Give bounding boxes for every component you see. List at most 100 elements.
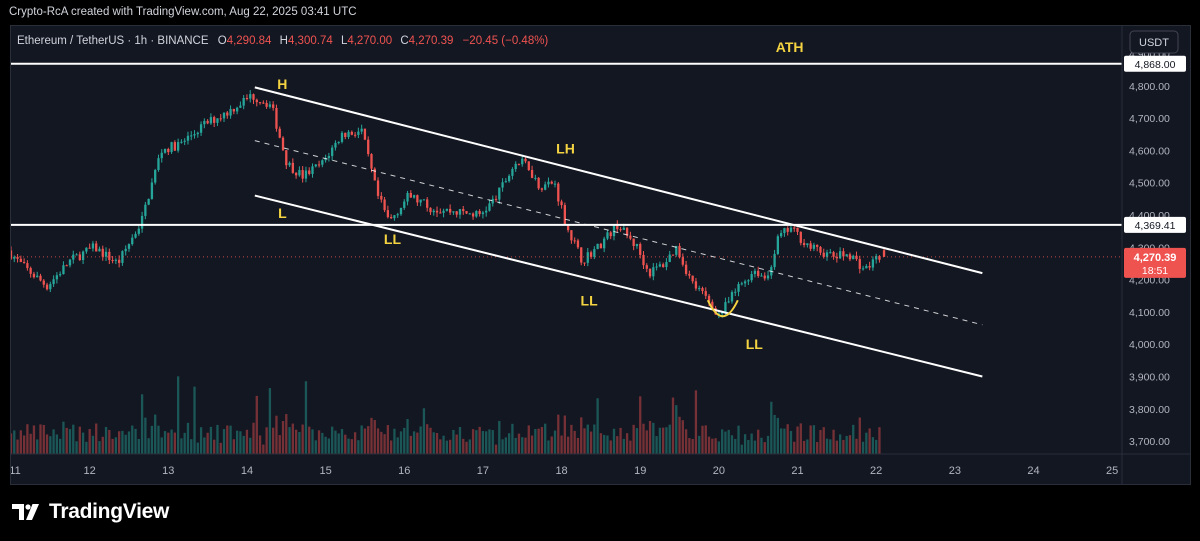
candle-body xyxy=(737,284,740,292)
volume-bar xyxy=(737,425,740,454)
candle-body xyxy=(11,250,13,259)
volume-bar xyxy=(779,428,783,454)
candle-body xyxy=(763,275,766,279)
annotation-label: L xyxy=(278,205,287,221)
volume-bar xyxy=(825,438,829,454)
candle-body xyxy=(288,162,291,166)
volume-bar xyxy=(711,438,714,454)
candle-body xyxy=(98,248,101,252)
volume-bar xyxy=(75,441,78,454)
volume-bar xyxy=(471,429,475,454)
volume-bar xyxy=(291,423,294,454)
time-axis[interactable]: 11 12 13 14 15 16 17 18 19 20 21 22 23 24 25 xyxy=(11,465,1118,477)
volume-bar xyxy=(390,440,393,454)
volume-bar xyxy=(308,426,311,454)
candle-body xyxy=(111,260,114,262)
candle-body xyxy=(265,102,268,107)
volume-bar xyxy=(422,408,426,454)
candle-body xyxy=(183,140,186,142)
volume-bar xyxy=(183,432,186,454)
candle-body xyxy=(409,192,412,198)
candle-body xyxy=(337,141,340,143)
candle-body xyxy=(199,124,203,133)
candle-body xyxy=(576,240,580,248)
candle-body xyxy=(662,264,665,268)
volume-bar xyxy=(691,438,694,454)
candle-body xyxy=(462,209,465,212)
volume-bar xyxy=(239,431,242,454)
candle-body xyxy=(331,147,334,157)
volume-bar xyxy=(855,438,858,454)
volume-bar xyxy=(327,438,331,454)
volume-bar xyxy=(596,398,599,454)
candle-body xyxy=(258,102,262,104)
volume-bar xyxy=(802,440,806,454)
volume-bar xyxy=(806,439,809,454)
volume-bar xyxy=(658,427,662,454)
volume-bar xyxy=(45,434,49,454)
candle-body xyxy=(383,199,386,211)
chart-panel[interactable]: ATH H LH L LL LL LL 3,700.00 3,800.00 3,900.00 4,… xyxy=(10,25,1191,485)
volume-bar xyxy=(625,433,629,454)
volume-bar xyxy=(121,430,124,454)
volume-bar xyxy=(321,432,324,454)
price-tick-label: 4,700.00 xyxy=(1129,113,1170,125)
chart-background xyxy=(11,26,1190,484)
volume-bar xyxy=(317,430,321,454)
candle-body xyxy=(599,243,603,249)
candle-body xyxy=(694,281,698,289)
candle-body xyxy=(262,102,265,104)
volume-bar xyxy=(845,435,848,454)
candle-body xyxy=(603,238,606,249)
volume-bar xyxy=(570,424,573,454)
candle-body xyxy=(829,252,832,254)
candle-body xyxy=(324,158,327,161)
candle-body xyxy=(802,242,806,245)
candle-body xyxy=(350,131,353,135)
volume-bar xyxy=(688,438,691,454)
volume-bar xyxy=(268,388,272,454)
candle-body xyxy=(121,251,124,263)
candle-body xyxy=(580,247,583,263)
volume-bar xyxy=(485,431,488,454)
currency-button[interactable]: USDT xyxy=(1129,30,1179,54)
volume-bar xyxy=(376,428,380,454)
time-tick-label: 25 xyxy=(1106,465,1118,477)
candle-body xyxy=(560,201,563,206)
volume-bar xyxy=(540,427,544,454)
candle-body xyxy=(213,117,216,123)
volume-bar xyxy=(19,430,22,454)
volume-bar xyxy=(868,428,871,454)
volume-bar xyxy=(285,414,288,454)
candle-body xyxy=(347,131,350,138)
candle-body xyxy=(838,251,842,259)
candle-body xyxy=(275,107,278,129)
volume-bar xyxy=(770,401,773,454)
candle-body xyxy=(370,154,373,169)
volume-bar xyxy=(344,434,347,454)
candle-body xyxy=(868,265,871,268)
candle-body xyxy=(878,256,881,260)
candle-body xyxy=(547,181,550,185)
volume-bar xyxy=(72,424,75,454)
volume-bar xyxy=(819,430,822,454)
time-tick-label: 13 xyxy=(162,465,174,477)
channel-upper-line xyxy=(254,86,983,275)
volume-bar xyxy=(521,437,524,454)
candle-body xyxy=(439,212,442,214)
volume-bar xyxy=(347,438,350,454)
candle-body xyxy=(524,158,527,162)
candle-body xyxy=(19,258,22,262)
candle-body xyxy=(357,131,360,135)
footer xyxy=(0,487,1200,541)
candle-body xyxy=(622,227,625,230)
candle-body xyxy=(390,217,393,219)
volume-bar xyxy=(662,427,665,454)
volume-bar xyxy=(550,436,553,454)
candle-body xyxy=(268,104,272,107)
volume-bar xyxy=(678,416,681,454)
candle-body xyxy=(55,275,59,280)
tradingview-logo[interactable]: TradingView xyxy=(12,500,169,524)
price-tick-label: 3,700.00 xyxy=(1129,436,1170,448)
